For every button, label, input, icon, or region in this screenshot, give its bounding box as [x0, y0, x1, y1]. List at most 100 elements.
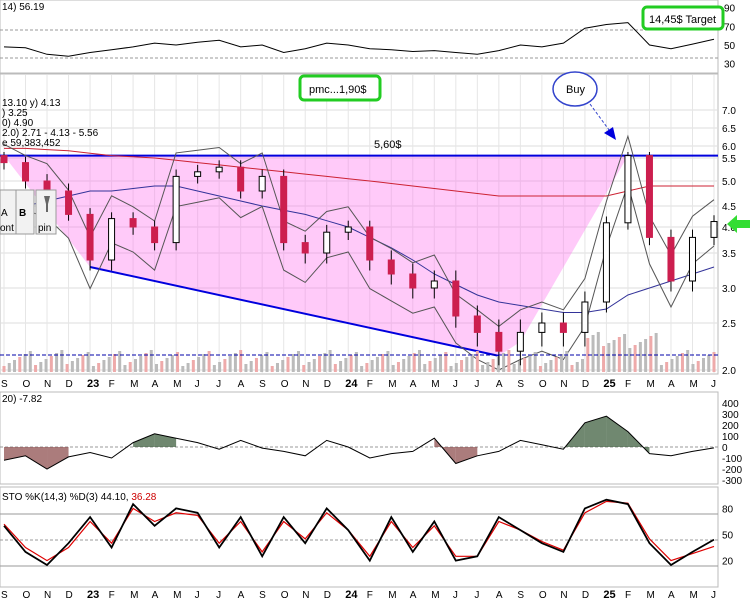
volume-bar — [254, 358, 258, 372]
volume-bar — [7, 363, 11, 372]
volume-bar — [475, 351, 479, 372]
volume-bar — [13, 360, 17, 372]
volume-bar — [265, 352, 269, 372]
volume-bar — [470, 354, 474, 372]
volume-bar — [460, 360, 464, 372]
candle-body — [108, 218, 116, 261]
volume-bar — [523, 358, 527, 372]
candle-body — [172, 175, 180, 244]
volume-bar — [517, 361, 521, 372]
candle-body — [237, 166, 245, 192]
candle-body — [667, 236, 675, 282]
month-tick-top: 25 — [603, 378, 615, 390]
month-tick-bottom: D — [66, 590, 73, 600]
price-tick-label: 5.0 — [722, 177, 736, 188]
pin-icon — [44, 196, 50, 212]
candle-body — [710, 221, 718, 238]
volume-bar — [212, 365, 216, 372]
volume-bar — [544, 363, 548, 372]
volume-bar — [365, 363, 369, 372]
candle-body — [688, 236, 696, 282]
volume-bar — [612, 340, 616, 372]
volume-bar — [128, 362, 132, 372]
price-tick-label: 6.5 — [722, 124, 736, 135]
volume-bar — [444, 352, 448, 372]
month-tick-top: F — [109, 379, 115, 390]
candle-body — [602, 222, 610, 303]
cci-fill-area — [4, 447, 26, 461]
month-tick-top: A — [238, 379, 245, 390]
volume-bar — [570, 365, 574, 372]
month-tick-bottom: O — [23, 590, 31, 600]
pmc-annotation: pmc...1,90$ — [298, 74, 382, 102]
candle-body — [280, 175, 288, 244]
candle-body — [645, 155, 653, 238]
toolbar-b-button[interactable] — [15, 189, 35, 235]
month-tick-bottom: F — [367, 590, 373, 600]
candle-body — [581, 301, 589, 333]
month-tick-bottom: N — [302, 590, 309, 600]
bollinger-upper — [3, 134, 715, 328]
cci-fill-area — [584, 416, 607, 447]
volume-bar — [623, 334, 627, 372]
month-tick-top: N — [560, 379, 567, 390]
volume-bar — [307, 362, 311, 372]
month-tick-bottom: D — [582, 590, 589, 600]
month-tick-top: M — [646, 379, 654, 390]
volume-bar — [349, 355, 353, 372]
month-tick-bottom: S — [259, 590, 266, 600]
volume-bar — [638, 342, 642, 372]
volume-bar — [449, 366, 453, 372]
month-tick-bottom: M — [646, 590, 654, 600]
candle-body — [215, 166, 223, 173]
month-tick-top: A — [496, 379, 503, 390]
month-tick-bottom: M — [130, 590, 138, 600]
pmc-label: pmc...1,90$ — [309, 84, 366, 96]
volume-bar — [302, 365, 306, 372]
month-tick-top: N — [44, 379, 51, 390]
volume-bar — [439, 355, 443, 372]
month-tick-bottom: S — [1, 590, 8, 600]
candle-body — [258, 175, 266, 192]
volume-bar — [407, 356, 411, 372]
candle-body — [0, 155, 8, 164]
volume-bar — [701, 358, 705, 372]
cci-tick-label: -100 — [722, 454, 742, 465]
volume-bar — [218, 362, 222, 372]
price-tick-label: 4.0 — [722, 223, 736, 234]
volume-bar — [344, 358, 348, 372]
volume-bar — [97, 363, 101, 372]
candle-body — [301, 242, 309, 254]
volume-bar — [239, 350, 243, 372]
volume-bar — [675, 356, 679, 372]
sma-blue-line — [4, 185, 715, 313]
support-trendline — [89, 266, 500, 357]
volume-bar — [396, 362, 400, 372]
volume-bar — [312, 359, 316, 372]
volume-bar — [39, 362, 43, 372]
volume-bar — [28, 351, 32, 372]
stochastic-panel: STO %K(14,3) %D(3) 44.10, 36.28 80 50 20 — [0, 486, 734, 588]
volume-bar — [181, 366, 185, 372]
month-tick-top: J — [195, 379, 200, 390]
volume-bar — [354, 352, 358, 372]
volume-bar — [207, 351, 211, 372]
volume-bar — [554, 357, 558, 372]
volume-bar — [381, 354, 385, 372]
volume-bar — [591, 335, 595, 372]
volume-bar — [370, 360, 374, 372]
month-tick-top: A — [410, 379, 417, 390]
month-tick-top: M — [431, 379, 439, 390]
price-legend-item: 13.10 y) 4.13 — [2, 98, 61, 109]
volume-bar — [696, 361, 700, 372]
cci-tick-label: -300 — [722, 476, 742, 487]
volume-bar — [649, 336, 653, 372]
volume-bar — [323, 353, 327, 372]
candle-body — [366, 226, 374, 261]
rsi-tick-label: 70 — [724, 22, 736, 33]
volume-bar — [391, 365, 395, 372]
month-tick-bottom: A — [410, 590, 417, 600]
volume-bar — [486, 362, 490, 372]
volume-bar — [465, 357, 469, 372]
